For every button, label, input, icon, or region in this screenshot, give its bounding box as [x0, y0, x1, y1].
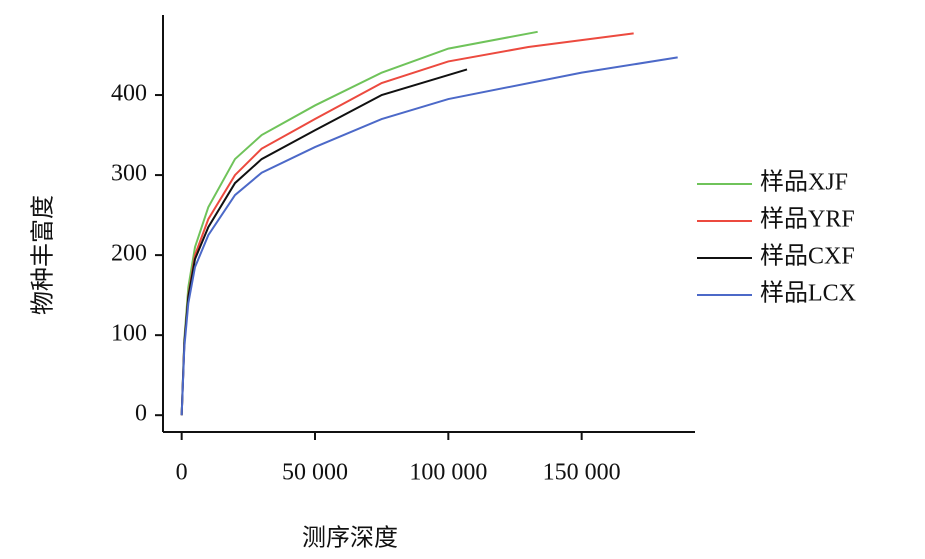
series-line: [180, 30, 538, 416]
y-tick-label: 300: [111, 161, 147, 187]
series-line: [180, 32, 634, 416]
legend-label: 样品CXF: [760, 243, 855, 270]
y-tick-label: 200: [111, 241, 147, 267]
y-tick-label: 400: [111, 81, 147, 107]
x-tick-label: 0: [176, 460, 188, 486]
y-axis-label: 物种丰富度: [30, 195, 57, 315]
x-axis-label: 测序深度: [302, 525, 398, 552]
y-tick-label: 0: [135, 401, 147, 427]
x-tick-label: 150 000: [543, 460, 621, 486]
legend-label: 样品XJF: [760, 169, 848, 196]
legend-label: 样品YRF: [760, 206, 855, 233]
x-tick-label: 100 000: [409, 460, 487, 486]
x-tick-label: 50 000: [282, 460, 348, 486]
legend-label: 样品LCX: [760, 280, 856, 307]
series-line: [180, 56, 678, 416]
y-tick-label: 100: [111, 321, 147, 347]
series-line: [180, 68, 468, 416]
